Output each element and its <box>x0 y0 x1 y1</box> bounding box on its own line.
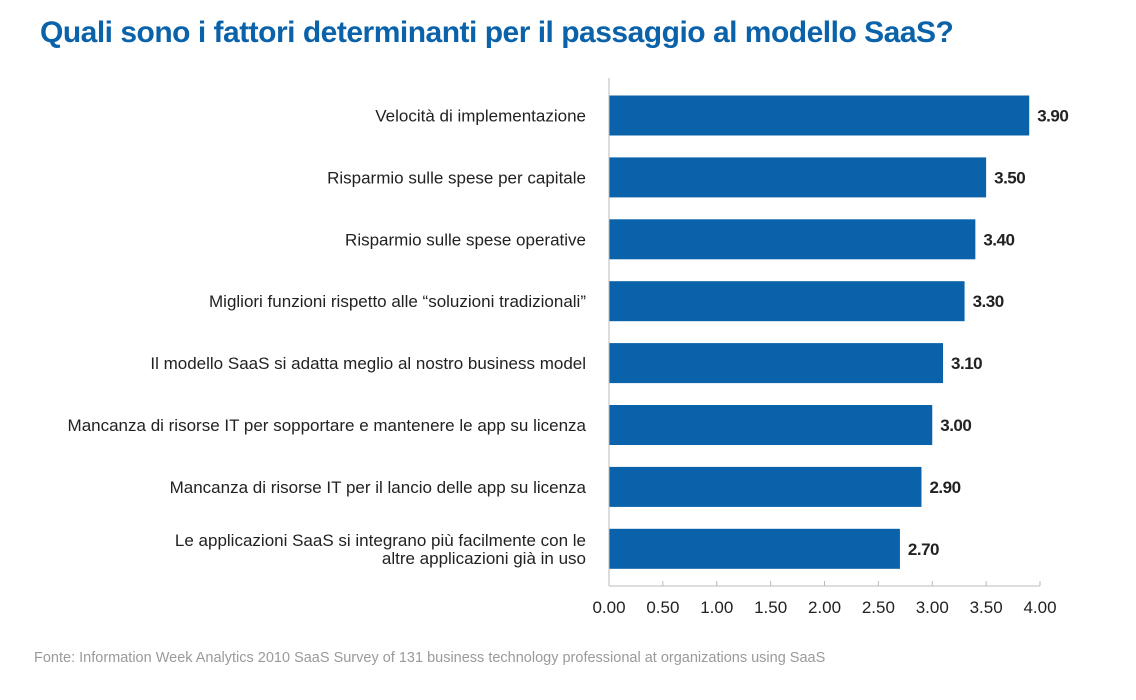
x-tick-label: 3.00 <box>916 598 949 617</box>
bar <box>609 405 933 445</box>
x-tick-label: 0.00 <box>592 598 625 617</box>
bar <box>609 281 965 322</box>
value-label: 2.90 <box>929 478 960 497</box>
x-tick-label: 3.50 <box>970 598 1003 617</box>
category-label: Mancanza di risorse IT per il lancio del… <box>170 478 587 497</box>
bar-chart: 3.90 Velocità di implementazione 3.50 Rispa… <box>68 78 1069 617</box>
x-tick-label: 0.50 <box>646 598 679 617</box>
value-label: 2.70 <box>908 540 939 559</box>
x-tick-label: 1.50 <box>754 598 787 617</box>
category-label: altre applicazioni già in uso <box>382 549 586 568</box>
bar <box>609 157 987 198</box>
category-label: Mancanza di risorse IT per sopportare e … <box>68 416 587 435</box>
category-label: Le applicazioni SaaS si integrano più fa… <box>175 531 586 550</box>
bar <box>609 466 922 507</box>
x-tick-label: 2.50 <box>862 598 895 617</box>
value-label: 3.40 <box>983 230 1014 249</box>
category-label: Risparmio sulle spese operative <box>345 230 586 249</box>
bars-layer: 3.90 Velocità di implementazione 3.50 Rispa… <box>68 95 1069 569</box>
category-label: Migliori funzioni rispetto alle “soluzio… <box>209 292 586 311</box>
bar <box>609 528 900 569</box>
value-label: 3.30 <box>973 292 1004 311</box>
bar <box>609 343 944 384</box>
x-tick-label: 4.00 <box>1023 598 1056 617</box>
bar <box>609 95 1030 136</box>
category-label: Risparmio sulle spese per capitale <box>327 168 586 187</box>
source-note: Fonte: Information Week Analytics 2010 S… <box>34 650 826 666</box>
value-label: 3.50 <box>994 168 1025 187</box>
chart-title: Quali sono i fattori determinanti per il… <box>40 16 954 49</box>
value-label: 3.10 <box>951 354 982 373</box>
value-label: 3.90 <box>1037 107 1068 126</box>
x-axis: 0.00 0.50 1.00 1.50 2.00 2.50 3.00 3.50 4.00 <box>592 78 1057 617</box>
category-label: Velocità di implementazione <box>375 107 586 126</box>
x-tick-label: 1.00 <box>700 598 733 617</box>
bar <box>609 219 976 260</box>
value-label: 3.00 <box>940 416 971 435</box>
x-tick-label: 2.00 <box>808 598 841 617</box>
category-label: Il modello SaaS si adatta meglio al nost… <box>150 354 586 373</box>
